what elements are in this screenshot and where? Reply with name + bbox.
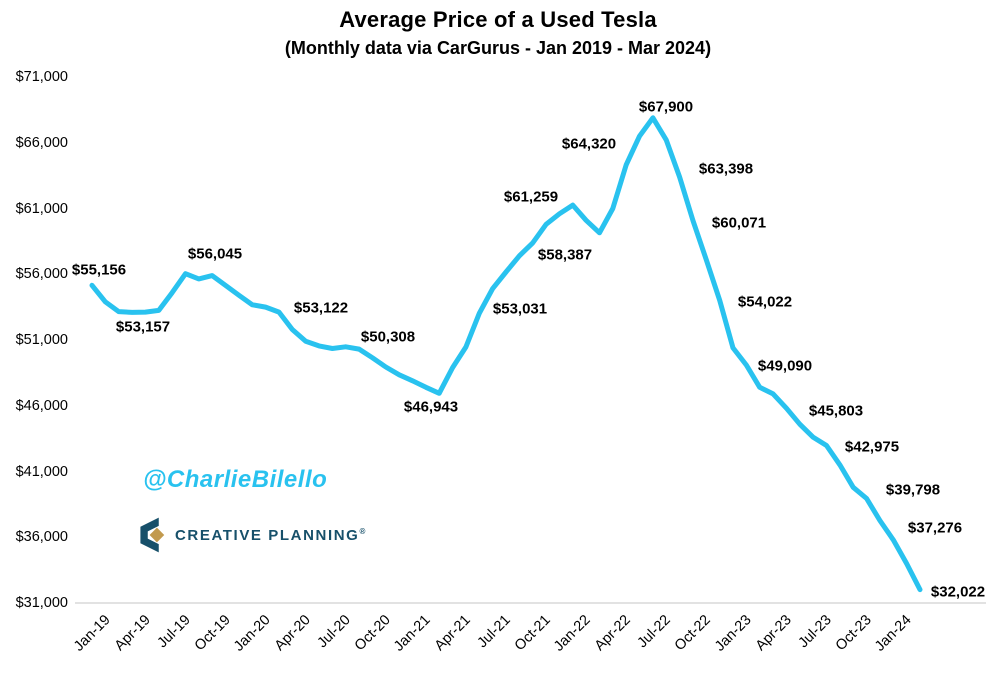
watermark-handle: @CharlieBilello	[143, 466, 328, 493]
creative-planning-logo-icon	[140, 517, 165, 553]
data-point-label: $56,045	[187, 245, 243, 263]
brand-name: CREATIVE PLANNING	[175, 526, 360, 544]
brand-logo: CREATIVE PLANNING®	[134, 516, 367, 554]
y-axis-tick-label: $56,000	[15, 266, 68, 283]
price-line	[89, 115, 923, 593]
data-point-label: $67,900	[638, 98, 694, 116]
data-point-label: $53,157	[115, 318, 171, 336]
data-point-label: $53,122	[293, 299, 349, 317]
data-point-label: $54,022	[737, 293, 793, 311]
data-point-label: $64,320	[561, 135, 617, 153]
data-point-label: $32,022	[930, 583, 986, 601]
data-point-label: $55,156	[71, 261, 127, 279]
y-axis-tick-label: $71,000	[15, 69, 68, 85]
data-point-label: $39,798	[885, 481, 941, 499]
y-axis-tick-label: $46,000	[15, 397, 68, 414]
data-point-label: $46,943	[403, 398, 459, 416]
y-axis-tick-label: $31,000	[15, 595, 68, 611]
data-point-label: $42,975	[844, 438, 900, 456]
y-axis-tick-label: $36,000	[15, 529, 68, 546]
y-axis-tick-label: $66,000	[15, 134, 68, 151]
data-point-label: $37,276	[907, 519, 963, 537]
brand-logo-text: CREATIVE PLANNING®	[175, 527, 367, 544]
data-point-label: $60,071	[711, 214, 767, 232]
data-point-label: $63,398	[698, 160, 754, 178]
y-axis-tick-label: $41,000	[15, 463, 68, 480]
data-point-label: $53,031	[492, 300, 548, 318]
data-point-label: $45,803	[808, 402, 864, 420]
chart-title: Average Price of a Used Tesla	[339, 7, 657, 32]
chart-subtitle: (Monthly data via CarGurus - Jan 2019 - …	[284, 38, 712, 58]
data-point-label: $49,090	[757, 357, 813, 375]
data-point-label: $50,308	[360, 328, 416, 346]
data-point-label: $61,259	[503, 188, 559, 206]
registered-mark: ®	[359, 526, 367, 536]
y-axis-tick-label: $61,000	[15, 200, 68, 217]
data-point-label: $58,387	[537, 246, 593, 264]
y-axis-tick-label: $51,000	[15, 332, 68, 348]
